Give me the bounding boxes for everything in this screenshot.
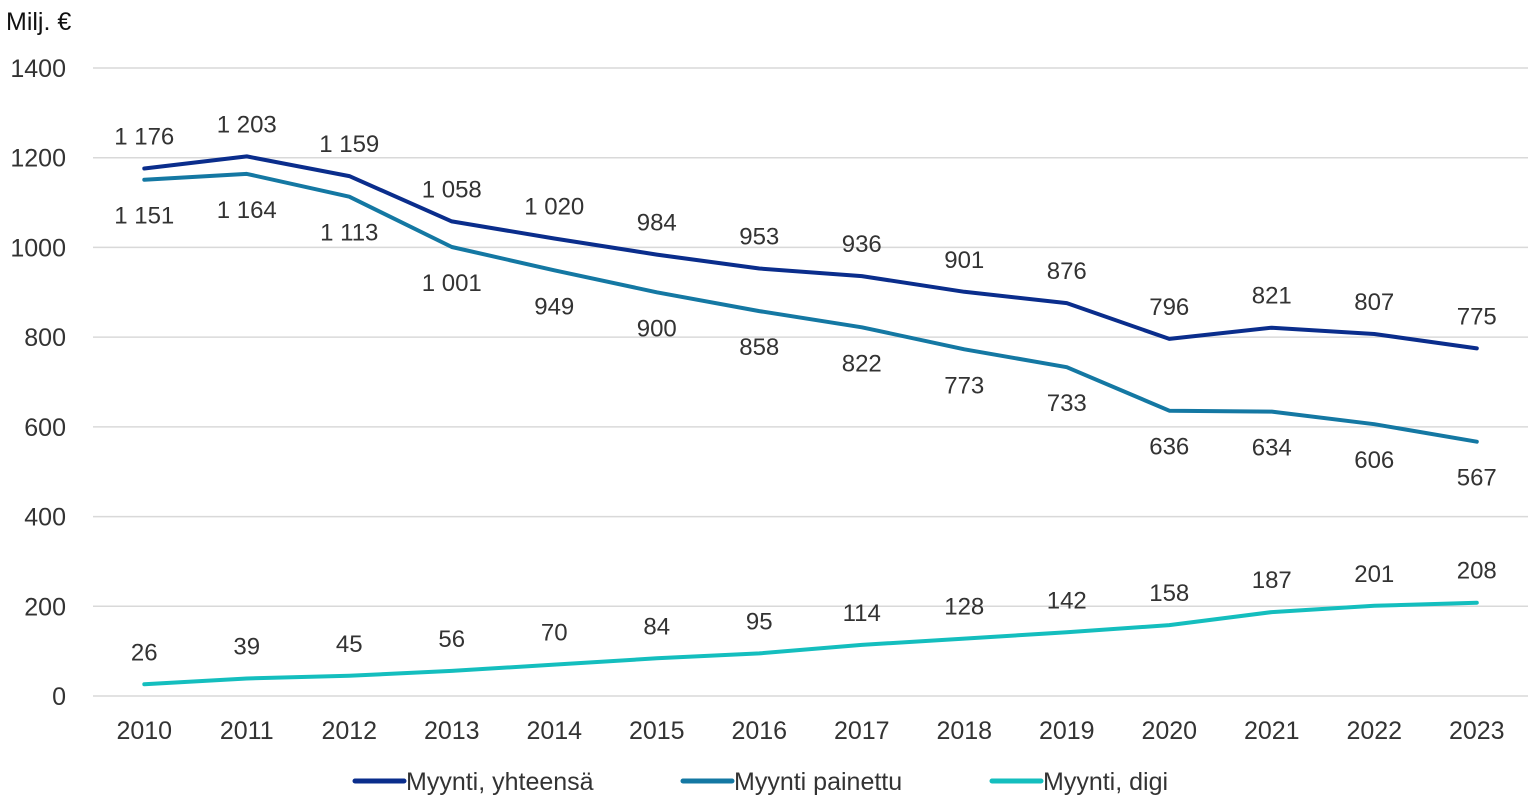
- data-label: 876: [1047, 258, 1087, 285]
- x-tick-label: 2019: [1039, 717, 1095, 745]
- data-label: 201: [1354, 561, 1394, 588]
- data-label: 773: [944, 372, 984, 399]
- x-tick-label: 2013: [424, 717, 480, 745]
- y-axis-unit-label: Milj. €: [6, 8, 71, 36]
- data-label: 187: [1252, 567, 1292, 594]
- data-label: 807: [1354, 289, 1394, 316]
- data-label: 95: [746, 608, 773, 635]
- y-tick-label: 800: [24, 324, 66, 352]
- x-tick-label: 2010: [116, 717, 172, 745]
- data-label: 1 176: [114, 123, 174, 150]
- legend-label: Myynti, yhteensä: [406, 768, 594, 796]
- data-label: 821: [1252, 283, 1292, 310]
- data-label: 1 151: [114, 203, 174, 230]
- data-label: 1 159: [319, 131, 379, 158]
- data-label: 949: [534, 293, 574, 320]
- data-label: 567: [1457, 465, 1497, 492]
- x-tick-label: 2018: [936, 717, 992, 745]
- series-line: [142, 600, 1479, 687]
- data-label: 901: [944, 247, 984, 274]
- data-label: 1 020: [524, 193, 584, 220]
- x-tick-label: 2021: [1244, 717, 1300, 745]
- data-label: 70: [541, 620, 568, 647]
- data-label: 1 164: [217, 197, 277, 224]
- y-tick-label: 1000: [10, 234, 66, 262]
- data-label: 634: [1252, 435, 1292, 462]
- data-label: 1 203: [217, 111, 277, 138]
- x-axis-ticks: 2010 2011 2012 2013 2014 2015 2016 2017 2018 2019…: [116, 717, 1504, 745]
- data-label: 114: [843, 600, 881, 627]
- data-label: 953: [739, 224, 779, 251]
- x-tick-label: 2023: [1449, 717, 1505, 745]
- data-label: 1 058: [422, 176, 482, 203]
- data-label: 56: [438, 626, 465, 653]
- y-tick-label: 1400: [10, 55, 66, 83]
- series-line: [142, 154, 1479, 351]
- data-label: 128: [944, 594, 984, 621]
- x-tick-label: 2011: [220, 717, 274, 745]
- gridlines: [93, 67, 1528, 697]
- data-label: 858: [739, 334, 779, 361]
- data-label: 984: [637, 210, 677, 237]
- data-label: 142: [1047, 587, 1087, 614]
- y-tick-label: 0: [52, 683, 66, 711]
- data-label: 45: [336, 631, 363, 658]
- data-label: 39: [233, 634, 260, 661]
- legend-label: Myynti painettu: [734, 768, 902, 796]
- data-label: 733: [1047, 390, 1087, 417]
- y-tick-label: 1200: [10, 145, 66, 173]
- legend: Myynti, yhteensä Myynti painettu Myynti, d…: [352, 768, 1168, 796]
- x-tick-label: 2016: [731, 717, 787, 745]
- data-label: 636: [1149, 434, 1189, 461]
- data-label: 796: [1149, 294, 1189, 321]
- y-axis-ticks: 0 200 400 600 800 1000 1200 1400: [10, 55, 66, 711]
- legend-label: Myynti, digi: [1043, 768, 1168, 796]
- y-tick-label: 400: [24, 504, 66, 532]
- data-label: 822: [842, 350, 882, 377]
- series-lines: [142, 154, 1479, 687]
- data-label: 208: [1457, 558, 1497, 585]
- x-tick-label: 2022: [1346, 717, 1402, 745]
- x-tick-label: 2015: [629, 717, 685, 745]
- data-label: 900: [637, 315, 677, 342]
- data-label: 158: [1149, 580, 1189, 607]
- data-label: 84: [643, 613, 670, 640]
- data-labels: 1 176 1 203 1 159 1 058 1 020 984 953 936 901 876…: [114, 111, 1497, 666]
- x-tick-label: 2012: [321, 717, 377, 745]
- y-tick-label: 200: [24, 593, 66, 621]
- x-tick-label: 2017: [834, 717, 890, 745]
- x-tick-label: 2020: [1141, 717, 1197, 745]
- data-label: 606: [1354, 447, 1394, 474]
- data-label: 936: [842, 231, 882, 258]
- series-line: [142, 171, 1479, 444]
- data-label: 1 113: [320, 220, 378, 247]
- data-label: 26: [131, 639, 158, 666]
- data-label: 775: [1457, 303, 1497, 330]
- y-tick-label: 600: [24, 414, 66, 442]
- x-tick-label: 2014: [526, 717, 582, 745]
- data-label: 1 001: [422, 270, 482, 297]
